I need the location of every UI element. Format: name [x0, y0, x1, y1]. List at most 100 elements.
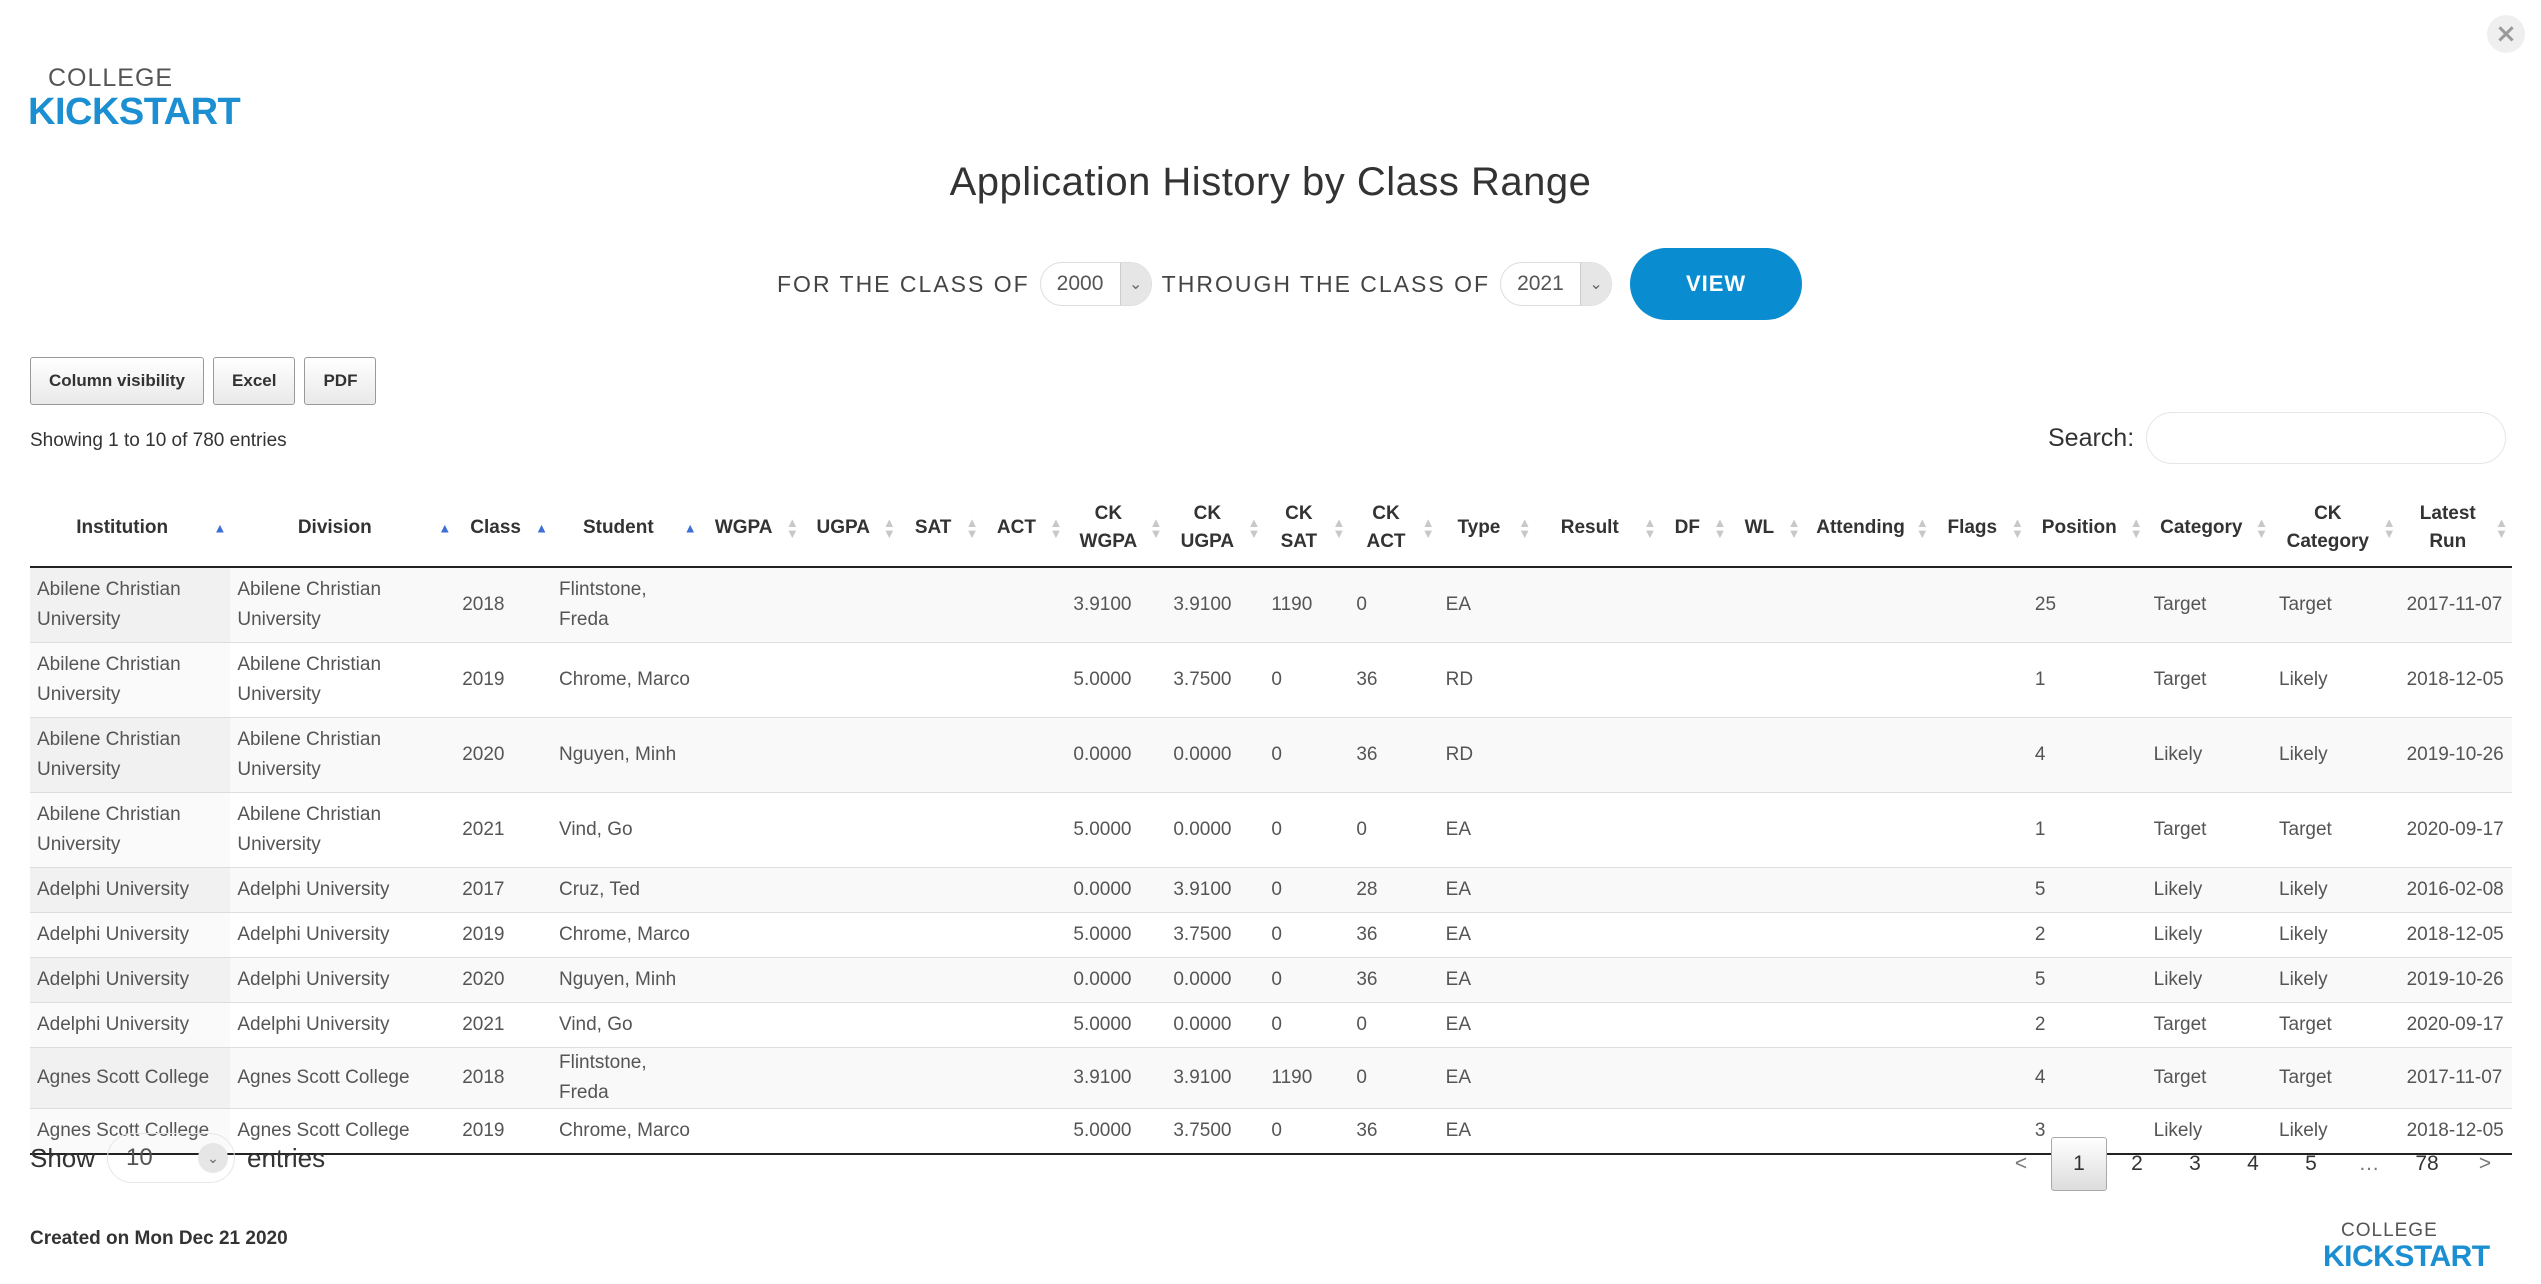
cell-ugpa: [802, 912, 900, 958]
page-4[interactable]: 4: [2247, 1152, 2259, 1175]
next-page-button[interactable]: >: [2478, 1152, 2492, 1175]
column-header-attending[interactable]: Attending ▲ ▼: [1804, 490, 1933, 568]
column-header-class[interactable]: Class ▲: [455, 490, 552, 568]
chevron-down-icon: ⌄: [1119, 263, 1151, 305]
cell-df: [1660, 1108, 1731, 1155]
cell-result: [1535, 642, 1661, 718]
column-header-wgpa[interactable]: WGPA ▲ ▼: [700, 490, 803, 568]
cell-position: 4: [2027, 717, 2147, 793]
page-2[interactable]: 2: [2131, 1152, 2143, 1175]
column-header-latest-run[interactable]: Latest Run ▲ ▼: [2399, 490, 2512, 568]
to-class-select[interactable]: 2021 ⌄: [1500, 262, 1613, 306]
cell-ck-ugpa: 3.9100: [1166, 867, 1265, 913]
page-78[interactable]: 78: [2415, 1152, 2439, 1175]
to-class-value: 2021: [1517, 272, 1564, 295]
column-header-ck-category[interactable]: CK Category ▲ ▼: [2272, 490, 2400, 568]
from-class-select[interactable]: 2000 ⌄: [1039, 262, 1152, 306]
table-row[interactable]: Adelphi University Adelphi University 2017…: [30, 867, 2512, 913]
column-header-type[interactable]: Type ▲ ▼: [1438, 490, 1536, 568]
column-header-result[interactable]: Result ▲ ▼: [1535, 490, 1661, 568]
cell-type: EA: [1438, 566, 1536, 643]
cell-category: Likely: [2146, 912, 2273, 958]
cell-wgpa: [700, 912, 803, 958]
search-input[interactable]: [2146, 412, 2507, 464]
cell-category: Target: [2146, 1002, 2273, 1048]
table-row[interactable]: Agnes Scott College Agnes Scott College 20…: [30, 1108, 2512, 1155]
table-row[interactable]: Adelphi University Adelphi University 2020…: [30, 957, 2512, 1003]
column-header-label: Flags: [1947, 517, 1998, 538]
view-button[interactable]: VIEW: [1630, 248, 1803, 320]
page-1[interactable]: 1: [2051, 1137, 2107, 1191]
cell-attending: [1804, 957, 1933, 1003]
cell-ugpa: [802, 957, 900, 1003]
excel-button[interactable]: Excel: [213, 357, 296, 405]
created-date: Created on Mon Dec 21 2020: [30, 1228, 288, 1249]
column-header-position[interactable]: Position ▲ ▼: [2027, 490, 2147, 568]
column-header-ck-sat[interactable]: CK SAT ▲ ▼: [1264, 490, 1350, 568]
page-5[interactable]: 5: [2305, 1152, 2317, 1175]
cell-student: Flintstone, Freda: [552, 566, 701, 643]
cell-ck-category: Likely: [2272, 1108, 2400, 1155]
column-header-category[interactable]: Category ▲ ▼: [2146, 490, 2273, 568]
cell-act: [982, 957, 1067, 1003]
cell-class: 2019: [455, 642, 552, 718]
previous-page-button[interactable]: <: [2014, 1152, 2028, 1175]
cell-division: Agnes Scott College: [230, 1108, 456, 1155]
column-header-institution[interactable]: Institution ▲: [30, 490, 231, 568]
page-3[interactable]: 3: [2189, 1152, 2201, 1175]
column-header-ck-act[interactable]: CK ACT ▲ ▼: [1349, 490, 1439, 568]
cell-ck-wgpa: 5.0000: [1066, 912, 1167, 958]
cell-ck-wgpa: 0.0000: [1066, 717, 1167, 793]
cell-ck-ugpa: 3.7500: [1166, 642, 1265, 718]
table-row[interactable]: Abilene Christian University Abilene Chri…: [30, 717, 2512, 793]
table-row[interactable]: Abilene Christian University Abilene Chri…: [30, 566, 2512, 643]
column-header-wl[interactable]: WL ▲ ▼: [1730, 490, 1805, 568]
cell-act: [982, 1047, 1067, 1109]
sort-icon: ▲ ▼: [1421, 515, 1435, 541]
cell-ugpa: [802, 717, 900, 793]
cell-act: [982, 912, 1067, 958]
cell-ck-category: Target: [2272, 1047, 2400, 1109]
show-label: Show: [30, 1142, 96, 1173]
cell-ck-sat: 0: [1264, 717, 1350, 793]
column-header-act[interactable]: ACT ▲ ▼: [982, 490, 1067, 568]
sort-icon: ▲: [213, 520, 227, 536]
cell-ck-ugpa: 3.9100: [1166, 566, 1265, 643]
column-header-student[interactable]: Student ▲: [552, 490, 701, 568]
page-length-select[interactable]: 10 ⌄: [107, 1133, 236, 1183]
cell-result: [1535, 792, 1661, 868]
column-header-sat[interactable]: SAT ▲ ▼: [899, 490, 983, 568]
cell-flags: [1932, 566, 2028, 643]
column-header-ck-ugpa[interactable]: CK UGPA ▲ ▼: [1166, 490, 1265, 568]
cell-wgpa: [700, 1047, 803, 1109]
cell-ck-ugpa: 0.0000: [1166, 1002, 1265, 1048]
cell-wgpa: [700, 867, 803, 913]
cell-position: 1: [2027, 792, 2147, 868]
table-row[interactable]: Agnes Scott College Agnes Scott College 20…: [30, 1047, 2512, 1109]
table-row[interactable]: Adelphi University Adelphi University 2021…: [30, 1002, 2512, 1048]
cell-wgpa: [700, 717, 803, 793]
cell-type: EA: [1438, 1108, 1536, 1155]
cell-category: Likely: [2146, 717, 2273, 793]
table-row[interactable]: Abilene Christian University Abilene Chri…: [30, 642, 2512, 718]
logo-bottom-text: KICKSTART: [2323, 1240, 2490, 1273]
cell-wl: [1730, 867, 1805, 913]
column-header-label: CK WGPA: [1079, 503, 1138, 552]
column-visibility-button[interactable]: Column visibility: [30, 357, 205, 405]
close-button[interactable]: ×: [2487, 15, 2525, 53]
cell-sat: [899, 1108, 983, 1155]
pdf-button[interactable]: PDF: [304, 357, 377, 405]
cell-ck-act: 36: [1349, 642, 1439, 718]
sort-icon: ▲ ▼: [1518, 515, 1532, 541]
cell-class: 2020: [455, 717, 552, 793]
table-row[interactable]: Abilene Christian University Abilene Chri…: [30, 792, 2512, 868]
column-header-division[interactable]: Division ▲: [230, 490, 456, 568]
table-row[interactable]: Adelphi University Adelphi University 2019…: [30, 912, 2512, 958]
cell-ck-sat: 1190: [1264, 566, 1350, 643]
cell-class: 2018: [455, 566, 552, 643]
column-header-flags[interactable]: Flags ▲ ▼: [1932, 490, 2028, 568]
column-header-df[interactable]: DF ▲ ▼: [1660, 490, 1731, 568]
column-header-ck-wgpa[interactable]: CK WGPA ▲ ▼: [1066, 490, 1167, 568]
column-header-ugpa[interactable]: UGPA ▲ ▼: [802, 490, 900, 568]
cell-ck-act: 36: [1349, 912, 1439, 958]
